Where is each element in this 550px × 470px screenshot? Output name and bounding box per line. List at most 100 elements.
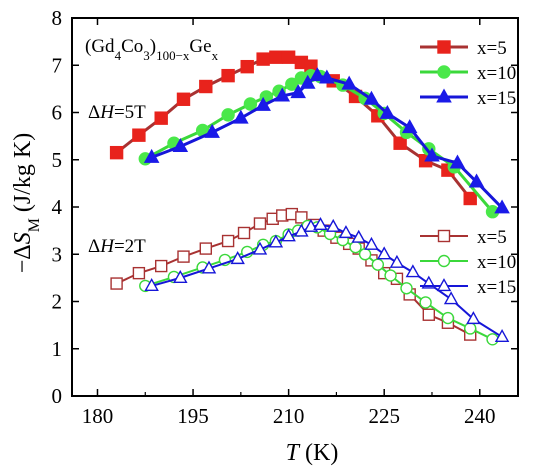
data-point xyxy=(255,96,271,111)
data-point xyxy=(379,104,396,119)
series-layer xyxy=(109,50,510,346)
data-point xyxy=(295,211,308,224)
legend-label: x=15 xyxy=(477,88,516,109)
legend-marker xyxy=(437,65,451,79)
data-point xyxy=(221,234,235,248)
data-point xyxy=(201,260,217,274)
data-point xyxy=(341,75,357,90)
data-point xyxy=(132,266,146,280)
data-point xyxy=(237,226,251,240)
data-point xyxy=(384,269,397,282)
y-tick-label-4: 4 xyxy=(52,195,63,219)
data-point xyxy=(303,218,319,232)
data-point xyxy=(466,311,481,325)
data-point xyxy=(393,136,407,150)
data-point xyxy=(269,50,283,64)
y-tick-label-3: 3 xyxy=(52,242,63,266)
data-point xyxy=(463,191,477,206)
data-point xyxy=(221,68,235,83)
data-point xyxy=(338,225,354,239)
data-point xyxy=(109,145,124,160)
data-point xyxy=(422,308,435,321)
data-point xyxy=(424,147,440,162)
x-tick-label-240: 240 xyxy=(464,404,496,428)
legend-label: x=5 xyxy=(477,227,507,248)
data-point xyxy=(204,123,220,138)
data-point xyxy=(132,128,146,142)
legend-2t: x=5 x=10 x=15 xyxy=(420,227,516,298)
legends: x=5 x=10 x=15 x=5 x=10 x=15 xyxy=(420,38,516,298)
legend-label: x=10 xyxy=(477,63,516,84)
data-point xyxy=(401,119,418,134)
legend-5t: x=5 x=10 x=15 xyxy=(420,38,516,109)
data-point xyxy=(299,74,316,89)
y-axis-title: −ΔSM (J/kg K) xyxy=(10,133,43,274)
data-point xyxy=(449,154,466,169)
data-point xyxy=(358,248,372,261)
data-point xyxy=(319,69,335,84)
data-point xyxy=(351,229,366,243)
data-point xyxy=(363,90,380,105)
data-point xyxy=(233,109,249,124)
data-point xyxy=(494,329,510,343)
data-point xyxy=(364,236,379,250)
legend-label: x=10 xyxy=(477,252,516,273)
data-point xyxy=(243,97,258,111)
data-point xyxy=(274,87,291,102)
data-point xyxy=(154,259,168,273)
data-point xyxy=(464,322,477,335)
data-point xyxy=(281,50,296,64)
field-2t-annotation: ΔH=2T xyxy=(88,236,146,257)
field-5t-annotation: ΔH=5T xyxy=(88,102,146,123)
data-point xyxy=(172,138,189,153)
data-point xyxy=(268,234,284,248)
data-point xyxy=(221,108,235,122)
data-point xyxy=(419,296,432,309)
data-point xyxy=(253,217,267,230)
data-point xyxy=(325,218,341,232)
series-5T-x15 xyxy=(143,67,510,214)
compound-annotation: (Gd4Co3)100−xGex xyxy=(85,36,219,63)
axes: 180 195 210 225 240 0 1 2 3 4 5 6 7 8 xyxy=(52,6,518,428)
x-tick-label-210: 210 xyxy=(273,404,305,428)
y-tick-label-1: 1 xyxy=(52,337,63,361)
y-tick-label-6: 6 xyxy=(52,101,63,125)
data-point xyxy=(281,228,296,242)
data-point xyxy=(199,79,213,94)
data-point xyxy=(468,173,485,188)
data-point xyxy=(376,246,392,260)
data-point xyxy=(389,254,405,268)
data-point xyxy=(309,67,326,82)
data-point xyxy=(110,277,123,290)
legend-label: x=15 xyxy=(477,277,516,298)
series-2T-x15 xyxy=(144,217,510,343)
data-point xyxy=(285,77,299,91)
data-point xyxy=(494,199,510,214)
legend-label: x=5 xyxy=(477,38,507,59)
x-tick-label-225: 225 xyxy=(368,404,400,428)
data-point xyxy=(252,241,268,255)
data-point xyxy=(154,111,168,125)
legend-marker xyxy=(437,254,451,268)
y-tick-label-8: 8 xyxy=(52,6,63,30)
data-point xyxy=(230,251,245,265)
data-point xyxy=(349,240,362,254)
legend-marker xyxy=(437,40,451,54)
data-point xyxy=(290,84,306,99)
legend-marker xyxy=(437,229,451,243)
data-point xyxy=(143,148,160,163)
y-tick-label-7: 7 xyxy=(52,53,63,77)
data-point xyxy=(144,277,159,291)
data-point xyxy=(177,250,190,263)
data-point xyxy=(400,282,413,295)
data-point xyxy=(443,291,459,305)
x-axis-title: T (K) xyxy=(286,440,339,466)
legend-marker xyxy=(436,278,452,292)
data-point xyxy=(294,223,309,237)
data-point xyxy=(441,311,455,325)
data-point xyxy=(313,217,328,231)
y-tick-label-2: 2 xyxy=(52,290,63,314)
data-point xyxy=(240,59,254,74)
data-point xyxy=(176,92,191,106)
